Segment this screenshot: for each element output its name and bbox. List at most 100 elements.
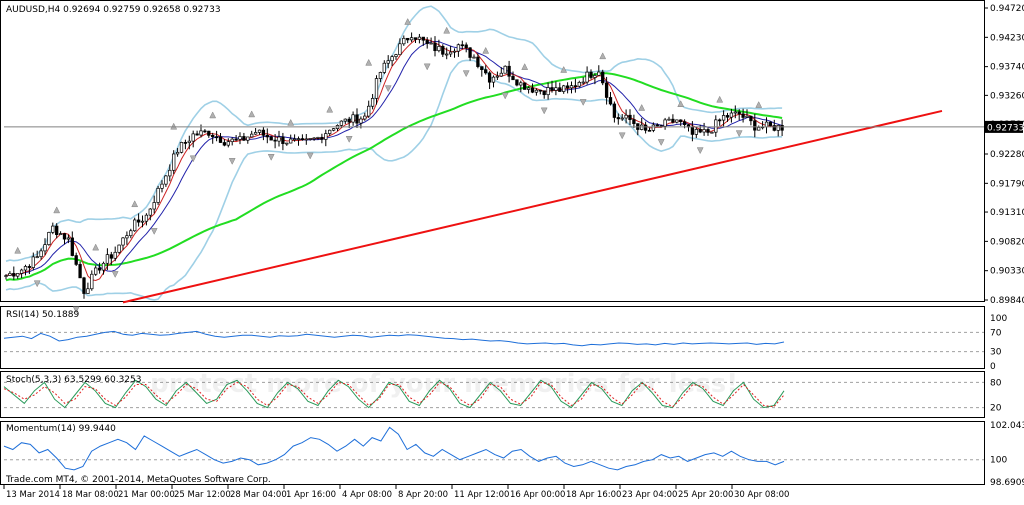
candle-body <box>437 46 441 52</box>
candle-body <box>468 47 472 58</box>
candle-body <box>515 79 519 86</box>
candle-body <box>133 219 137 232</box>
candle-body <box>733 111 737 114</box>
candle-body <box>530 87 535 93</box>
candle-body <box>363 115 367 120</box>
fractal-up-arrow <box>755 101 763 108</box>
candle-body <box>16 273 20 277</box>
time-axis-label: 18 Apr 16:00 <box>566 490 621 500</box>
fractal-up-arrow <box>170 122 178 130</box>
candle-body <box>86 288 90 294</box>
trendline <box>122 109 943 304</box>
candle-body <box>300 138 305 141</box>
fractal-up-arrow <box>326 105 334 113</box>
candle-body <box>378 72 383 79</box>
candle-body <box>698 129 702 133</box>
time-axis-label: 18 Mar 08:00 <box>62 490 119 500</box>
candle-body <box>448 51 453 55</box>
fractal-down-arrow <box>579 99 587 106</box>
candle-body <box>351 114 355 123</box>
candle-body <box>643 124 648 131</box>
candle-body <box>94 267 98 275</box>
candle-body <box>519 82 523 86</box>
candle-body <box>780 125 784 131</box>
candle-body <box>511 75 515 81</box>
price-axis-label: 0.89840 <box>990 296 1024 306</box>
candle-body <box>702 129 706 133</box>
candle-body <box>289 138 293 144</box>
fractal-down-arrow <box>345 136 353 143</box>
rsi-axis-label: 30 <box>990 348 1002 358</box>
time-axis-label: 13 Mar 2014 <box>6 490 60 500</box>
rsi-pane-frame <box>0 306 985 369</box>
candle-body <box>507 65 511 77</box>
candle-body <box>667 118 671 121</box>
fractal-up-arrow <box>209 111 217 119</box>
candle-body <box>729 112 734 118</box>
fractal-up-arrow <box>92 243 100 251</box>
candle-body <box>43 244 47 252</box>
candle-body <box>183 142 188 144</box>
candle-body <box>562 85 566 92</box>
candle-body <box>628 114 632 120</box>
fractal-down-arrow <box>735 130 743 138</box>
candle-body <box>31 256 35 268</box>
candle-body <box>164 175 168 185</box>
candle-body <box>581 81 585 84</box>
candle-body <box>343 118 347 122</box>
candle-body <box>624 114 628 119</box>
candle-body <box>292 138 297 141</box>
candle-body <box>308 138 312 140</box>
candle-body <box>741 113 745 118</box>
candle-body <box>472 56 476 59</box>
candle-body <box>121 237 125 246</box>
candle-body <box>764 121 769 128</box>
fractal-down-arrow <box>657 139 665 146</box>
candle-body <box>51 225 55 233</box>
price-axis-label: 0.93740 <box>990 63 1024 73</box>
candle-body <box>324 133 328 140</box>
fractal-down-arrow <box>696 147 704 155</box>
candle-body <box>694 129 698 135</box>
time-axis-label: 25 Mar 12:00 <box>174 490 231 500</box>
time-axis-label: 8 Apr 20:00 <box>398 490 448 500</box>
candle-body <box>125 235 129 239</box>
candle-body <box>753 120 757 131</box>
candle-body <box>253 132 258 135</box>
candle-body <box>526 87 531 90</box>
candle-body <box>156 187 160 203</box>
momentum-pane: 102.0436 100 98.6909 <box>3 421 1024 488</box>
candle-body <box>218 136 223 143</box>
momentum-pane-title: Momentum(14) 99.9440 <box>6 424 116 434</box>
candle-body <box>55 225 59 235</box>
candle-body <box>464 44 468 49</box>
candle-body <box>480 66 484 70</box>
fractal-down-arrow <box>111 271 119 278</box>
candle-body <box>109 254 113 259</box>
candle-body <box>441 46 445 55</box>
candle-body <box>74 255 78 265</box>
candle-body <box>569 85 574 89</box>
price-axis-label: 0.92280 <box>990 150 1024 160</box>
time-axis-label: 25 Apr 20:00 <box>678 490 733 500</box>
candle-body <box>312 137 316 140</box>
candle-body <box>632 119 636 124</box>
price-axis-label: 0.90820 <box>990 237 1024 247</box>
candle-body <box>148 208 152 216</box>
candle-body <box>534 89 539 93</box>
fractal-down-arrow <box>150 228 158 235</box>
price-axis-label: 0.94720 <box>990 4 1024 14</box>
stoch-axis-label: 20 <box>990 404 1002 414</box>
candle-body <box>195 133 199 136</box>
candle-body <box>370 98 375 107</box>
candle-body <box>452 50 457 53</box>
candle-body <box>207 130 211 136</box>
time-axis-label: 28 Mar 04:00 <box>230 490 287 500</box>
fractal-up-arrow <box>14 246 22 254</box>
bollinger-lower-line <box>5 59 783 301</box>
time-axis-label: 23 Apr 04:00 <box>622 490 677 500</box>
candle-body <box>152 202 156 210</box>
candle-body <box>495 75 500 78</box>
